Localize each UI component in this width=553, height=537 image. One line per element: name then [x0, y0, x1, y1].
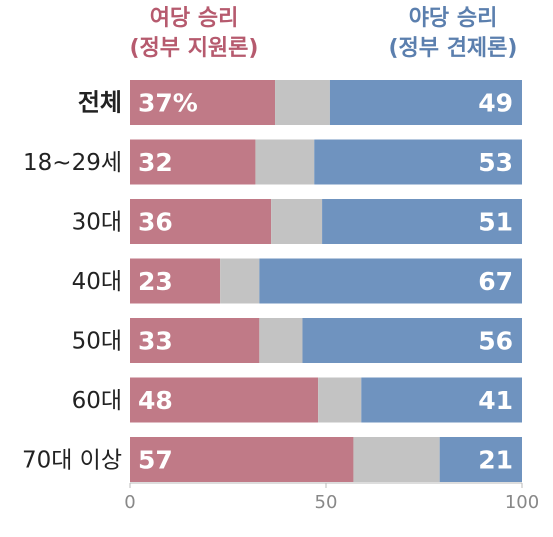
x-tick-label-0: 0: [124, 492, 135, 513]
category-label-3: 40대: [72, 269, 122, 295]
value-label-ruling-2: 36: [138, 208, 173, 237]
value-label-opposition-0: 49: [478, 89, 513, 118]
x-tick-label-2: 100: [505, 492, 539, 513]
bar-segment-0-5: [130, 377, 319, 423]
legend-ruling-line2: (정부 지원론): [129, 36, 259, 61]
category-label-4: 50대: [72, 329, 122, 355]
value-label-opposition-3: 67: [478, 267, 513, 296]
value-label-opposition-2: 51: [478, 208, 513, 237]
bar-segment-1-3: [220, 258, 260, 304]
bar-segment-1-2: [271, 199, 323, 244]
value-label-opposition-4: 56: [478, 327, 513, 356]
bar-segment-1-6: [353, 437, 440, 482]
bar-segment-1-4: [259, 318, 303, 363]
legend-ruling-line1: 여당 승리: [149, 6, 239, 31]
value-label-ruling-5: 48: [138, 386, 173, 415]
value-label-ruling-0: 37%: [138, 89, 198, 118]
bar-segment-0-6: [130, 437, 354, 482]
value-label-ruling-3: 23: [138, 267, 173, 296]
category-label-2: 30대: [72, 210, 122, 236]
value-label-ruling-4: 33: [138, 327, 173, 356]
bars-layer: 전체 37% 49 18~29세 32 53 30대 36 51 40대 23 67 50대 33 56 60…: [22, 80, 522, 482]
value-label-opposition-6: 21: [478, 446, 513, 475]
value-label-opposition-5: 41: [478, 386, 513, 415]
value-label-opposition-1: 53: [478, 148, 513, 177]
category-label-1: 18~29세: [23, 150, 122, 176]
value-label-ruling-1: 32: [138, 148, 173, 177]
bar-segment-2-6: [439, 437, 522, 482]
x-tick-label-1: 50: [315, 492, 338, 513]
legend-opposition-party: 야당 승리 (정부 견제론): [378, 4, 528, 64]
bar-segment-2-3: [259, 258, 522, 304]
x-axis: 0 50 100: [124, 482, 539, 513]
value-label-ruling-6: 57: [138, 446, 173, 475]
category-label-5: 60대: [72, 388, 122, 414]
bar-segment-2-5: [361, 377, 522, 423]
bar-segment-2-4: [302, 318, 522, 363]
bar-segment-0-0: [130, 80, 276, 125]
legend-ruling-party: 여당 승리 (정부 지원론): [128, 4, 260, 64]
bar-segment-1-0: [275, 80, 330, 125]
category-label-0: 전체: [78, 89, 122, 117]
bar-segment-1-5: [318, 377, 362, 423]
bar-segment-0-4: [130, 318, 260, 363]
legend-opposition-line1: 야당 승리: [408, 6, 498, 31]
bar-segment-0-1: [130, 139, 256, 185]
bar-segment-2-2: [322, 199, 522, 244]
bar-segment-0-3: [130, 258, 221, 304]
bar-segment-2-1: [314, 139, 522, 185]
bar-segment-1-1: [255, 139, 315, 185]
bar-segment-2-0: [329, 80, 522, 125]
category-label-6: 70대 이상: [22, 448, 122, 474]
legend-opposition-line2: (정부 견제론): [388, 36, 518, 61]
bar-segment-0-2: [130, 199, 272, 244]
